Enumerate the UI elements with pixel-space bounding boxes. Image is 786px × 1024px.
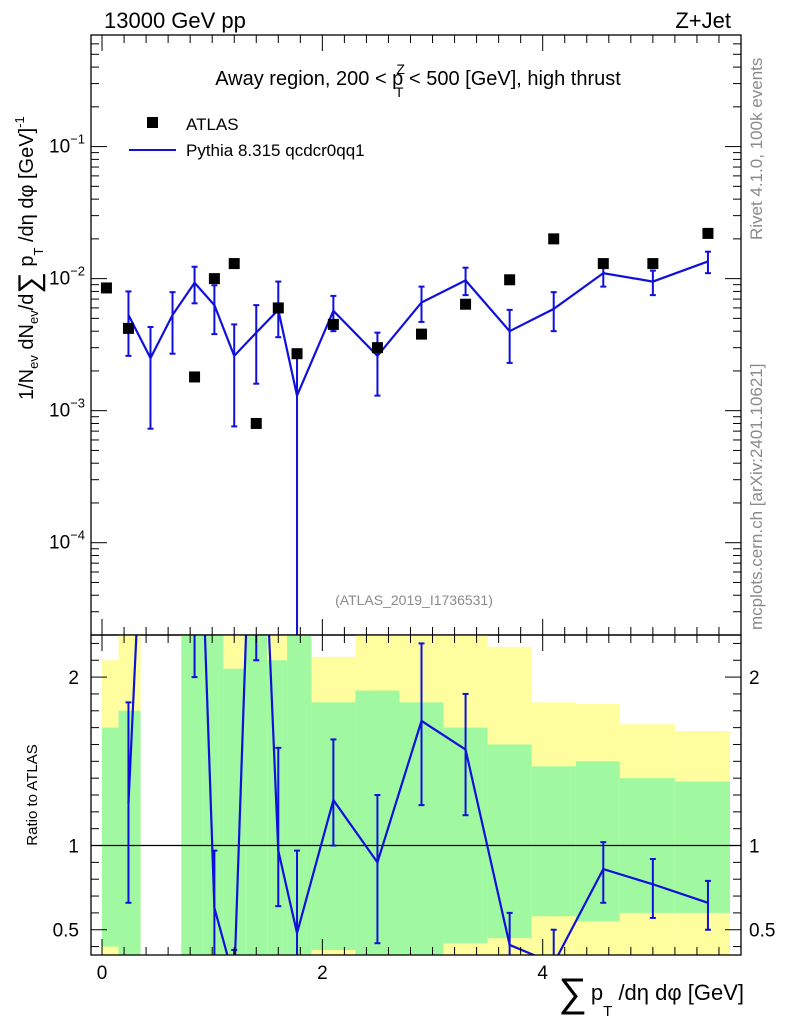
ylabel-ev2: ev [26,310,41,324]
ratio-xtick-label: 2 [317,963,328,984]
atlas-marker [702,227,714,239]
main-ytick-exp: −4 [70,528,85,543]
mcplots-label: mcplots.cern.ch [arXiv:2401.10621] [747,364,766,630]
xlabel-p: p [591,980,603,1005]
atlas-marker [327,318,339,330]
main-ytick-base: 10 [49,269,70,290]
atlas-marker [291,348,303,360]
atlas-marker [250,417,262,429]
main-ytick-base: 10 [49,137,70,158]
ratio-band-green [287,635,312,955]
atlas-marker [228,258,240,270]
ylabel-a: 1/N [16,369,38,400]
panel-title-a: Away region, 200 < p [215,68,403,90]
ratio-ytick-label-right: 2 [749,668,760,689]
ratio-panel: 0.5 0.5 1 1 2 2 0 2 4 Ratio to ATLAS ∑ pT /dη dφ… [24,634,775,1020]
xlabel-sum: ∑ [558,971,587,1015]
main-ytick-base: 10 [49,401,70,422]
ratio-ylabel: Ratio to ATLAS [24,744,41,845]
main-ytick-base: 10 [49,533,70,554]
main-ytick-exp: −3 [70,396,85,411]
atlas-marker [416,328,428,340]
ratio-xtick-label: 4 [537,963,548,984]
ratio-xtick-label: 0 [97,963,108,984]
atlas-marker [597,258,609,270]
xlabel-t: T [603,1003,612,1020]
ylabel-t: T [31,248,46,256]
atlas-marker [272,302,284,314]
ratio-ytick-label-right: 1 [749,837,760,858]
ratio-band-green [487,744,532,939]
main-ytick-label: 10−1 [49,132,85,158]
panel-title-sup: Z [396,61,405,77]
main-ytick-label: 10−2 [49,264,85,290]
main-ytick-exp: −1 [70,132,85,147]
header-process: Z+Jet [675,8,731,33]
ylabel-b: dN [16,324,38,355]
ratio-band-green [245,635,268,955]
ratio-band-green [674,781,730,913]
ratio-xlabel: ∑ pT /dη dφ [GeV] [558,971,744,1020]
legend-label-pythia: Pythia 8.315 qcdcr0qq1 [186,141,365,160]
atlas-marker [647,258,659,270]
atlas-marker [100,282,112,294]
analysis-watermark: (ATLAS_2019_I1736531) [335,592,493,608]
ratio-band-green [223,668,246,955]
main-ytick-exp: −2 [70,264,85,279]
atlas-marker [548,233,560,245]
atlas-marker [504,274,516,286]
ratio-ytick-label-right: 0.5 [749,921,775,942]
xlabel-rest: /dη dφ [GeV] [612,980,744,1005]
atlas-marker [167,659,178,670]
ratio-ytick-label-left: 2 [68,668,79,689]
legend: ATLAS Pythia 8.315 qcdcr0qq1 [129,115,365,160]
main-ytick-label: 10−3 [49,396,85,422]
ratio-band-green [118,710,141,955]
ratio-band-green [575,761,620,922]
ratio-band-green [531,766,576,917]
ratio-ytick-label-left: 1 [68,837,79,858]
legend-label-atlas: ATLAS [186,115,239,134]
main-ytick-label: 10−4 [49,528,85,554]
rivet-label: Rivet 4.1.0, 100k events [747,58,766,240]
legend-marker-atlas [147,117,158,128]
atlas-marker [145,664,156,675]
atlas-marker [189,371,201,383]
ratio-band-green [102,727,119,947]
header-energy: 13000 GeV pp [104,8,246,33]
panel-title-sub: T [395,84,404,100]
ratio-band-green [181,635,204,955]
main-ylabel: 1/Nev dNev/d∑ pT /dη dφ [GeV]-1 [12,116,46,400]
atlas-marker [460,298,472,310]
ratio-line [127,635,709,955]
ylabel-e: /dη dφ [GeV] [16,128,38,248]
atlas-marker [122,322,134,334]
panel-title-b: < 500 [GeV], high thrust [403,68,621,90]
panel-title: Away region, 200 < pZ T < 500 [GeV], high… [215,61,621,100]
atlas-marker [208,273,220,285]
ratio-frame [90,634,742,956]
ylabel-ev1: ev [26,355,41,369]
main-panel: 10−410−310−210−1 Away region, 200 < pZ T … [12,34,742,675]
ratio-ytick-label-left: 0.5 [53,921,79,942]
ylabel-exp: -1 [12,116,27,128]
ylabel-sum: ∑ [13,272,46,293]
mc-line [127,260,709,400]
ylabel-c: /d [16,294,38,311]
ylabel-d: p [16,256,38,273]
atlas-marker [371,342,383,354]
